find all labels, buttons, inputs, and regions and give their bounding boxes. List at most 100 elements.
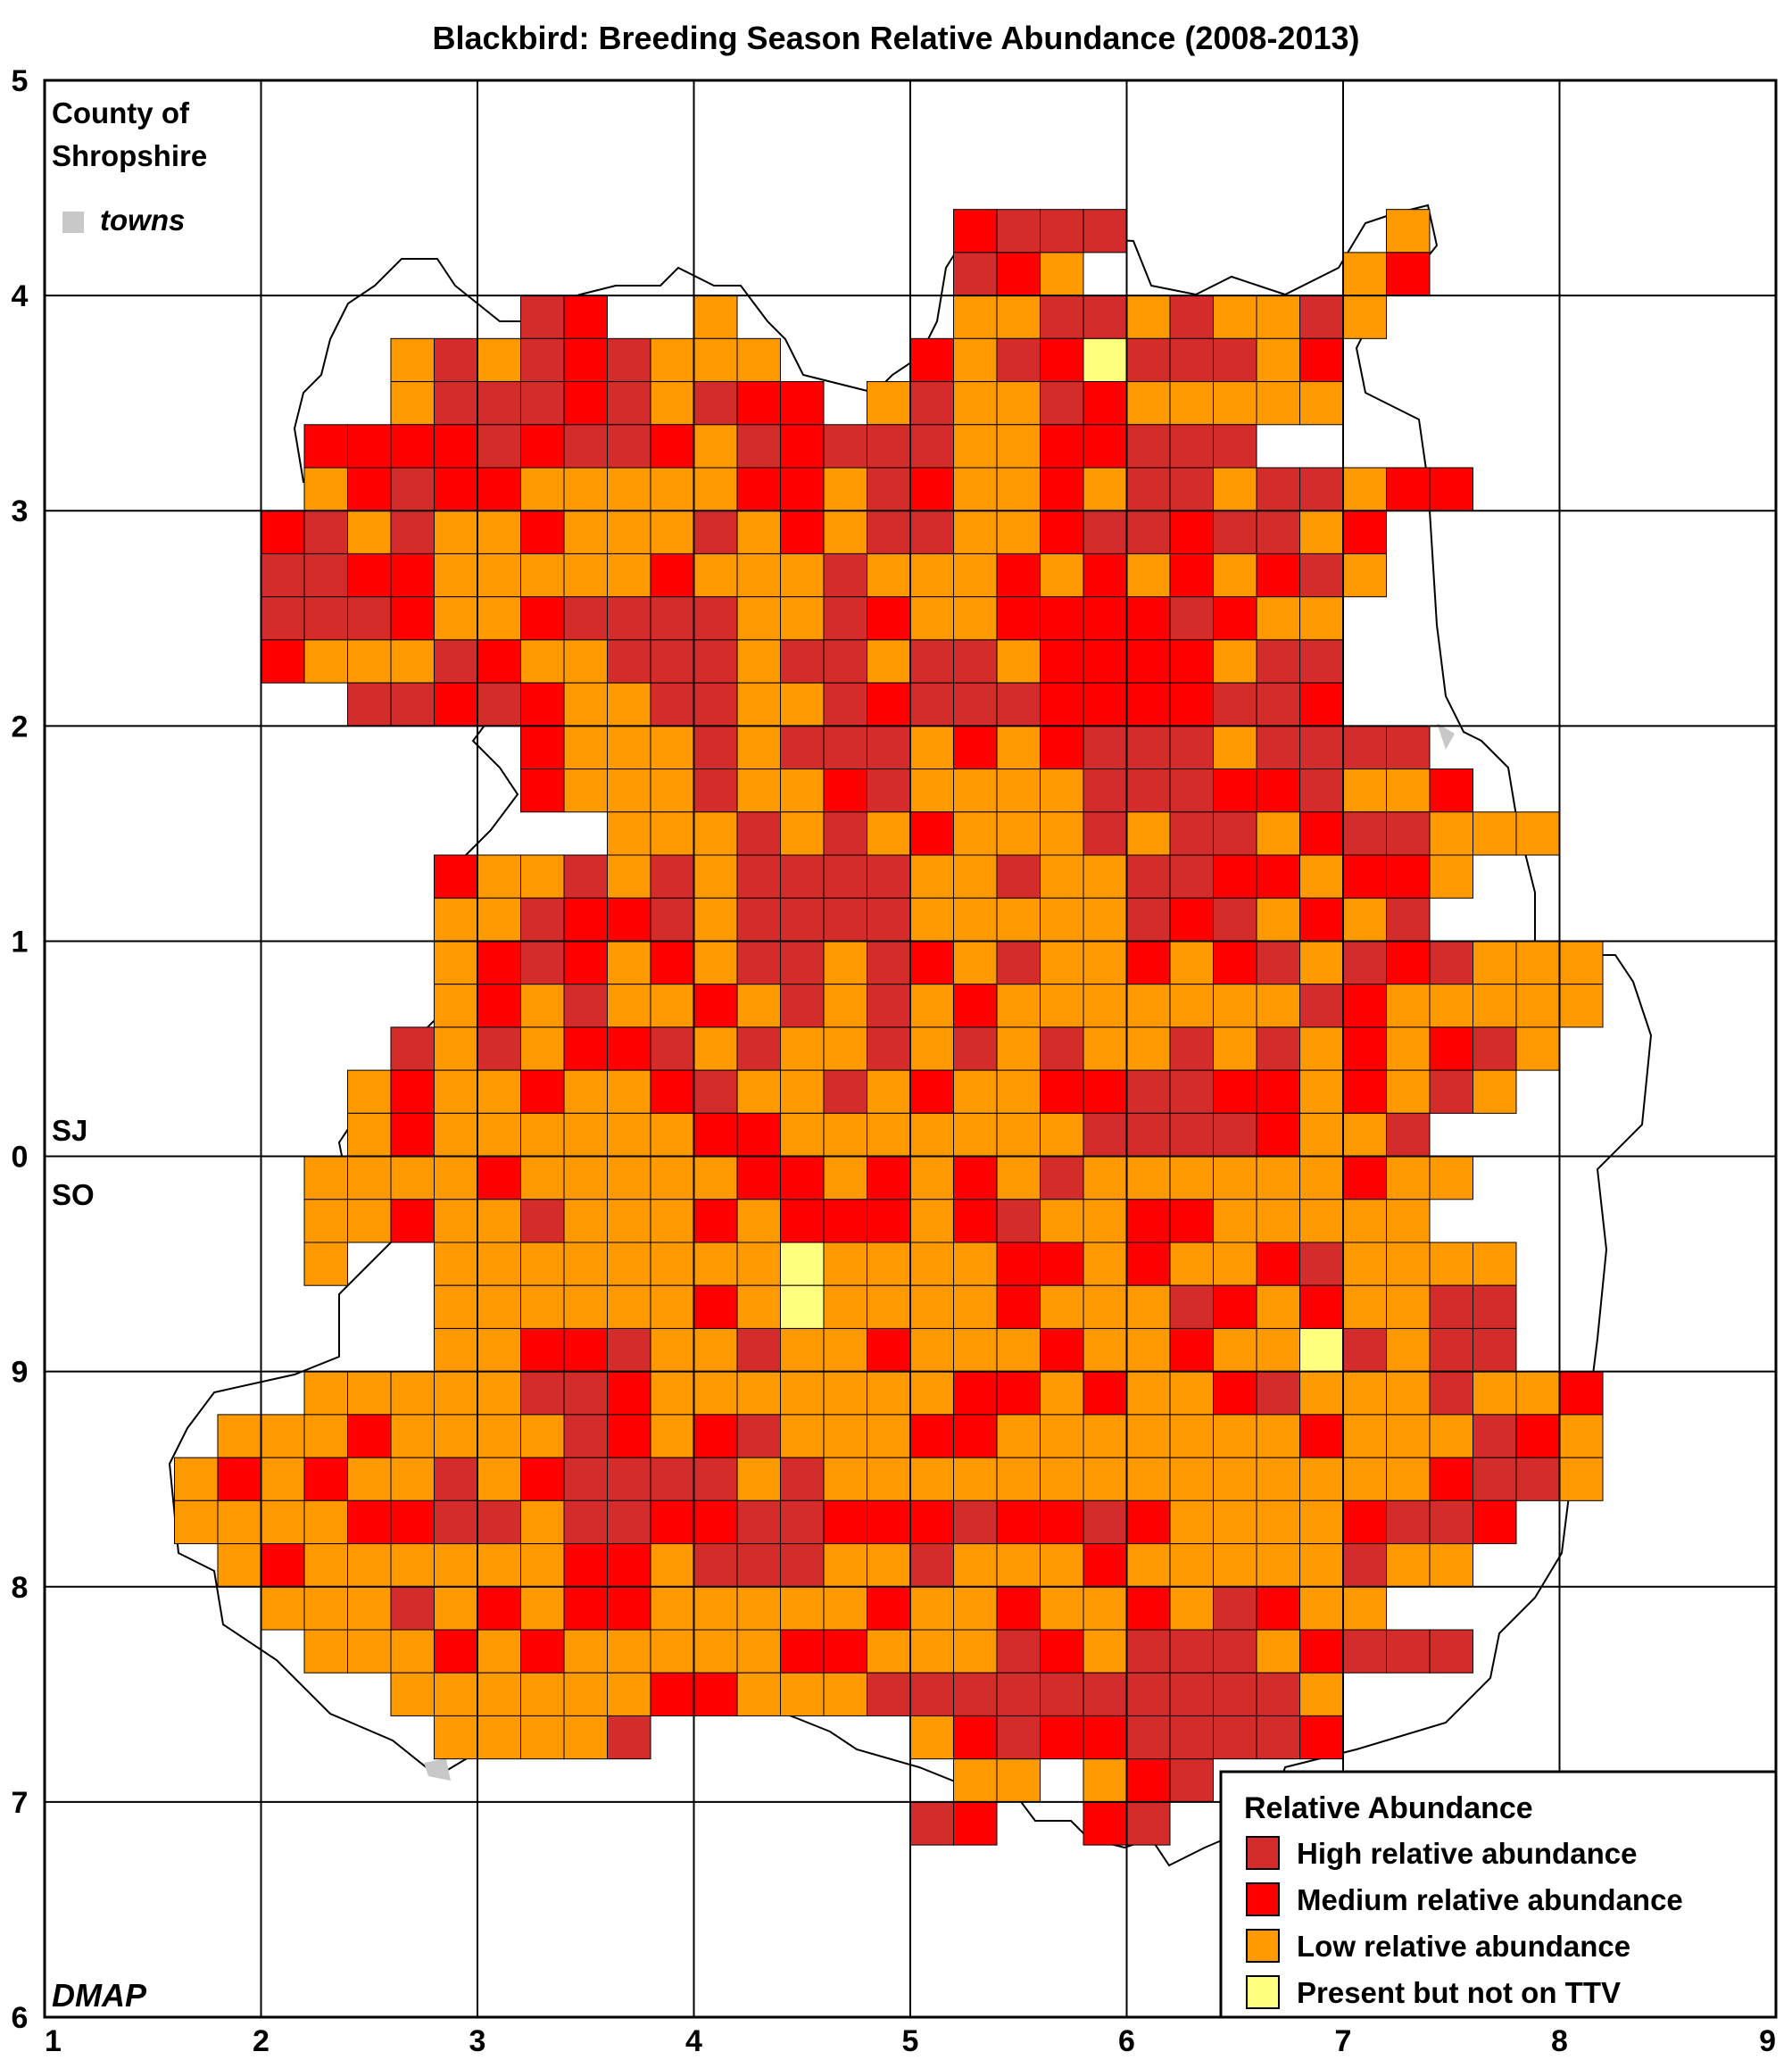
tetrad-cell (563, 897, 608, 942)
tetrad-cell (1126, 1327, 1171, 1373)
tetrad-cell (607, 768, 651, 813)
tetrad-cell (953, 1457, 998, 1501)
tetrad-cell (303, 1414, 348, 1458)
tetrad-cell (1299, 1371, 1344, 1416)
tetrad-cell (823, 1457, 867, 1501)
tetrad-cell (780, 897, 825, 942)
tetrad-cell (953, 768, 998, 813)
legend-label: High relative abundance (1297, 1837, 1637, 1870)
x-tick-label: 9 (1759, 2024, 1776, 2058)
tetrad-cell (996, 1112, 1041, 1158)
tetrad-cell (217, 1499, 261, 1545)
tetrad-cell (996, 1586, 1041, 1631)
tetrad-cell (823, 1543, 867, 1588)
tetrad-cell (1040, 209, 1084, 253)
tetrad-cell (217, 1457, 261, 1501)
tetrad-cell (390, 1156, 435, 1200)
x-tick-label: 5 (902, 2024, 919, 2058)
tetrad-cell (520, 768, 565, 813)
tetrad-cell (996, 897, 1041, 942)
tetrad-cell (1040, 1629, 1084, 1674)
tetrad-cell (1559, 1457, 1604, 1501)
tetrad-cell (1040, 639, 1084, 684)
tetrad-cell (953, 682, 998, 727)
tetrad-cell (1342, 1242, 1387, 1286)
tetrad-cell (996, 381, 1041, 426)
tetrad-cell (1256, 1199, 1300, 1243)
tetrad-cell (563, 1069, 608, 1114)
tetrad-cell (563, 1284, 608, 1329)
tetrad-cell (520, 381, 565, 426)
tetrad-cell (1040, 1284, 1084, 1329)
x-tick-label: 1 (45, 2024, 62, 2058)
grid-10km (45, 80, 1776, 2017)
tetrad-cell (1429, 1026, 1473, 1071)
tetrad-cell (607, 639, 651, 684)
tetrad-cell (1126, 337, 1171, 383)
y-axis-ticks: 6 7 8 9 0 1 2 3 4 5 (12, 64, 29, 2035)
tetrad-cell (1256, 510, 1300, 554)
tetrad-cell (1386, 1327, 1431, 1373)
tetrad-cell (996, 1543, 1041, 1588)
tetrad-cell (434, 1069, 478, 1114)
county-label-line2: Shropshire (52, 139, 207, 172)
tetrad-cell (823, 1242, 867, 1286)
y-tick-label: 4 (12, 279, 29, 313)
tetrad-cell (1083, 1543, 1127, 1588)
tetrad-cell (909, 1414, 954, 1458)
tetrad-cell (390, 1629, 435, 1674)
tetrad-cell (780, 1672, 825, 1716)
tetrad-cell (1040, 682, 1084, 727)
tetrad-cell (477, 381, 521, 426)
tetrad-cell (1126, 1586, 1171, 1631)
map-frame (43, 79, 1778, 2019)
tetrad-cell (1429, 1414, 1473, 1458)
tetrad-cell (650, 940, 694, 985)
tetrad-cell (520, 1026, 565, 1071)
tetrad-cell (563, 1672, 608, 1716)
tetrad-cell (867, 381, 911, 426)
tetrad-cell (1386, 725, 1431, 770)
tetrad-cell (434, 897, 478, 942)
tetrad-cell (563, 1414, 608, 1458)
tetrad-cell (261, 552, 305, 598)
tetrad-cell (996, 682, 1041, 727)
tetrad-cell (434, 424, 478, 469)
tetrad-cell (1342, 1156, 1387, 1200)
tetrad-cell (1213, 1242, 1257, 1286)
tetrad-cell (1040, 337, 1084, 383)
tetrad-cell (953, 1156, 998, 1200)
tetrad-cell (607, 1112, 651, 1158)
tetrad-cell (520, 1242, 565, 1286)
tetrad-cell (1083, 467, 1127, 511)
tetrad-cell (1083, 510, 1127, 554)
tetrad-cell (909, 1715, 954, 1760)
tetrad-cell (1386, 209, 1431, 253)
tetrad-cell (909, 1371, 954, 1416)
tetrad-cell (434, 337, 478, 383)
tetrad-cell (693, 596, 738, 641)
tetrad-cell (434, 510, 478, 554)
tetrad-cell (607, 1069, 651, 1114)
tetrad-cell (347, 682, 392, 727)
x-tick-label: 7 (1335, 2024, 1352, 2058)
tetrad-cell (1040, 467, 1084, 511)
tetrad-cell (1473, 1284, 1517, 1329)
tetrad-cell (1559, 984, 1604, 1028)
tetrad-cell (1256, 1327, 1300, 1373)
tetrad-cell (1213, 897, 1257, 942)
tetrad-cell (1342, 252, 1387, 296)
tetrad-cell (1342, 1327, 1387, 1373)
tetrad-cell (1386, 1284, 1431, 1329)
tetrad-cell (347, 1199, 392, 1243)
tetrad-cell (607, 1543, 651, 1588)
tetrad-cell (520, 1284, 565, 1329)
tetrad-cell (823, 1199, 867, 1243)
tetrad-cell (1213, 854, 1257, 899)
tetrad-cell (1083, 1112, 1127, 1158)
tetrad-cell (693, 811, 738, 856)
tetrad-cell (477, 1457, 521, 1501)
tetrad-cell (1386, 1026, 1431, 1071)
tetrad-cell (1342, 897, 1387, 942)
tetrad-cell (650, 811, 694, 856)
